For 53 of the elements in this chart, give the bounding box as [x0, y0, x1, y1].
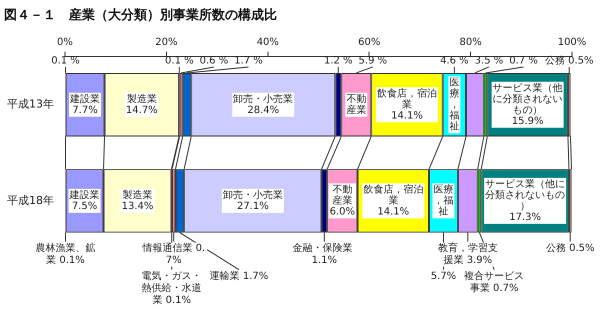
data-label: 0.6 %	[200, 56, 228, 67]
data-label: 7.7%	[72, 104, 98, 116]
data-label: 6.0%	[330, 206, 356, 218]
data-label: 情報通信業 0.7%	[141, 242, 206, 266]
data-label: 農林漁業、鉱業 0.1%	[36, 242, 96, 266]
series-label: 卸売・小売業	[233, 92, 294, 105]
text: 不動産業	[332, 184, 352, 206]
text: サービス業（他に分類されないもの）	[492, 82, 563, 116]
y-tick-label: 平成13年	[6, 98, 54, 111]
data-label: 14.1%	[391, 110, 423, 122]
data-label: 電気・ガス・熱供給・水道業 0.1%	[142, 271, 202, 306]
data-label: 運輸業 1.7%	[210, 270, 268, 282]
data-label: 複合サービス事業 0.7%	[464, 270, 524, 294]
data-label: 公務 0.5%	[546, 242, 595, 254]
data-label: 15.9%	[512, 116, 544, 127]
data-label: 公務 0.5%	[544, 54, 594, 67]
series-label: 製造業	[122, 188, 152, 201]
text: 飲食店，宿泊業	[376, 88, 437, 110]
text: 製造業	[126, 94, 157, 105]
data-label: 3.5 %	[474, 56, 504, 67]
series-label: 不動産業	[346, 94, 366, 116]
data-label: 14.1%	[377, 206, 410, 218]
text: 建設業	[70, 94, 100, 105]
x-tick-label: 100%	[558, 37, 586, 48]
data-label: 教育，学習支援業 3.9%	[438, 242, 498, 266]
data-label: 金融・保険業 1.1%	[292, 242, 356, 266]
series-label: 医療，福祉	[449, 77, 460, 132]
text: 医療，福祉	[433, 184, 454, 218]
data-label: 0.1 %	[51, 56, 80, 67]
data-label: 5.7%	[430, 271, 456, 282]
data-label: 7.5%	[72, 200, 98, 212]
data-label: 17.3%	[509, 212, 541, 223]
series-label: 飲食店，宿泊業	[363, 183, 424, 206]
data-label: 0.1 %	[165, 56, 194, 67]
x-tick-label: 40%	[256, 37, 279, 48]
data-label: 0.7 %	[509, 56, 538, 67]
data-label: 13.4%	[122, 200, 154, 212]
data-label: 14.7%	[126, 104, 158, 116]
data-label: 4.6 %	[440, 56, 469, 67]
data-label: 1.2 %	[324, 56, 353, 67]
data-label: 27.1%	[236, 200, 269, 212]
x-tick-label: 60%	[358, 37, 380, 48]
x-tick-label: 80%	[459, 37, 482, 48]
y-tick-label: 平成18年	[6, 194, 54, 207]
data-label: 5.9 %	[358, 56, 388, 67]
chart-title: 図４－１ 産業（大分類）別事業所数の構成比	[4, 7, 277, 24]
x-tick-label: 20%	[155, 37, 178, 48]
data-label: 28.4%	[247, 104, 280, 116]
data-label: 1.7 %	[234, 56, 263, 67]
x-tick-label: 0%	[57, 37, 73, 48]
text: 卸売・小売業	[222, 190, 283, 201]
series-label: サービス業（他に分類されないもの）	[485, 178, 566, 212]
series-label: 建設業	[68, 188, 100, 201]
